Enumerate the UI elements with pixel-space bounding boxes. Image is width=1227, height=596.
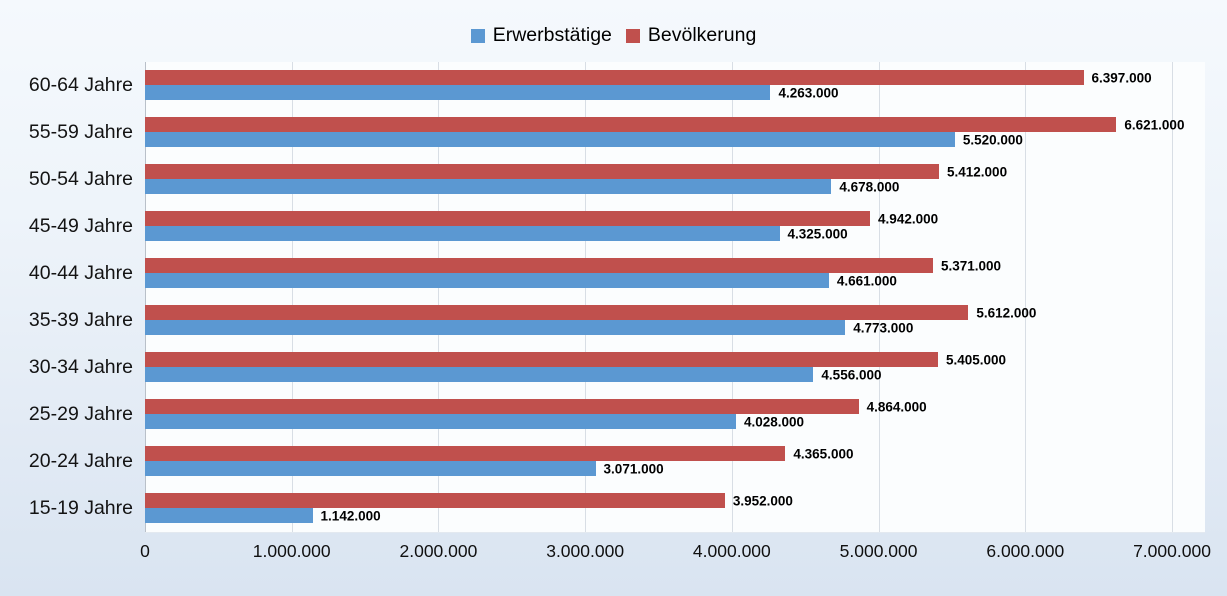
legend-item-bevoelkerung: Bevölkerung <box>625 24 757 47</box>
category-label: 60-64 Jahre <box>28 74 133 96</box>
bar-bevoelkerung: 5.412.000 <box>145 164 1007 179</box>
x-tick-label: 3.000.000 <box>546 541 625 561</box>
legend-label: Erwerbstätige <box>492 24 612 46</box>
bar-value-label: 4.556.000 <box>821 367 882 382</box>
plot-area: 6.397.000 4.263.000 6.621.000 5.520.000 5.41… <box>145 62 1205 533</box>
bar-bevoelkerung: 3.952.000 <box>145 493 793 508</box>
category-label: 30-34 Jahre <box>28 356 133 378</box>
bar-value-label: 5.612.000 <box>976 305 1037 320</box>
x-tick-label: 7.000.000 <box>1133 541 1211 561</box>
y-axis-line <box>145 62 146 532</box>
x-tick-label: 6.000.000 <box>986 541 1065 561</box>
bar-value-label: 4.325.000 <box>787 226 848 241</box>
gridline <box>1025 62 1027 532</box>
bar-erwerbstaetige: 4.028.000 <box>145 414 804 429</box>
category-label: 20-24 Jahre <box>28 450 133 472</box>
legend: Erwerbstätige Bevölkerung <box>0 24 1227 47</box>
category-label: 25-29 Jahre <box>28 403 133 425</box>
bar-value-label: 4.864.000 <box>866 399 927 414</box>
bar-erwerbstaetige: 4.773.000 <box>145 320 913 335</box>
legend-swatch-red-icon <box>625 28 640 43</box>
bar-erwerbstaetige: 1.142.000 <box>145 508 381 523</box>
x-tick-label: 5.000.000 <box>839 541 918 561</box>
bar-bevoelkerung: 6.621.000 <box>145 117 1184 132</box>
bar-value-label: 3.071.000 <box>603 461 664 476</box>
legend-label: Bevölkerung <box>647 24 757 46</box>
bar-bevoelkerung: 5.612.000 <box>145 305 1036 320</box>
bar-bevoelkerung: 4.864.000 <box>145 399 927 414</box>
bar-bevoelkerung: 4.942.000 <box>145 211 938 226</box>
gridline <box>731 62 733 532</box>
bar-value-label: 5.405.000 <box>945 352 1007 367</box>
category-label: 15-19 Jahre <box>28 497 133 519</box>
gridline <box>585 62 587 532</box>
bar-erwerbstaetige: 5.520.000 <box>145 132 1023 147</box>
category-axis: 60-64 Jahre 55-59 Jahre 50-54 Jahre 45-49 J… <box>0 62 133 532</box>
bar-value-label: 5.371.000 <box>941 258 1002 273</box>
bar-bevoelkerung: 6.397.000 <box>145 70 1152 85</box>
bar-erwerbstaetige: 4.556.000 <box>145 367 881 382</box>
x-tick-label: 2.000.000 <box>399 541 478 561</box>
legend-item-erwerbstaetige: Erwerbstätige <box>470 24 612 47</box>
category-label: 50-54 Jahre <box>28 168 133 190</box>
bar-value-label: 4.678.000 <box>839 179 900 194</box>
bar-value-label: 3.952.000 <box>732 493 793 508</box>
bar-bevoelkerung: 5.405.000 <box>145 352 1006 367</box>
x-tick-label: 4.000.000 <box>692 541 771 561</box>
bar-erwerbstaetige: 4.661.000 <box>145 273 897 288</box>
value-axis: 0 1.000.000 2.000.000 3.000.000 4.000.000 5.0… <box>140 541 1211 567</box>
bar-value-label: 4.365.000 <box>793 446 854 461</box>
bar-erwerbstaetige: 3.071.000 <box>145 461 664 476</box>
gridline <box>438 62 440 532</box>
bar-value-label: 1.142.000 <box>320 508 381 523</box>
bar-value-label: 5.412.000 <box>947 164 1008 179</box>
category-label: 40-44 Jahre <box>28 262 133 284</box>
bar-erwerbstaetige: 4.263.000 <box>145 85 839 100</box>
category-label: 35-39 Jahre <box>28 309 133 331</box>
bar-bevoelkerung: 5.371.000 <box>145 258 1001 273</box>
gridline <box>878 62 880 532</box>
gridline <box>1172 62 1173 532</box>
bar-value-label: 4.942.000 <box>878 211 939 226</box>
category-label: 45-49 Jahre <box>28 215 133 237</box>
legend-swatch-blue-icon <box>470 28 485 43</box>
bar-value-label: 4.773.000 <box>853 320 914 335</box>
category-label: 55-59 Jahre <box>28 121 133 143</box>
gridline <box>291 62 293 532</box>
bar-bevoelkerung: 4.365.000 <box>145 446 853 461</box>
x-tick-label: 1.000.000 <box>252 541 331 561</box>
bar-erwerbstaetige: 4.325.000 <box>145 226 848 241</box>
bar-value-label: 6.397.000 <box>1091 70 1152 85</box>
x-tick-label: 0 <box>140 541 150 561</box>
bar-value-label: 4.028.000 <box>743 414 805 429</box>
bar-erwerbstaetige: 4.678.000 <box>145 179 899 194</box>
bar-value-label: 4.263.000 <box>778 85 839 100</box>
bar-value-label: 5.520.000 <box>962 132 1023 147</box>
bar-value-label: 6.621.000 <box>1124 117 1185 132</box>
bar-value-label: 4.661.000 <box>836 273 897 288</box>
